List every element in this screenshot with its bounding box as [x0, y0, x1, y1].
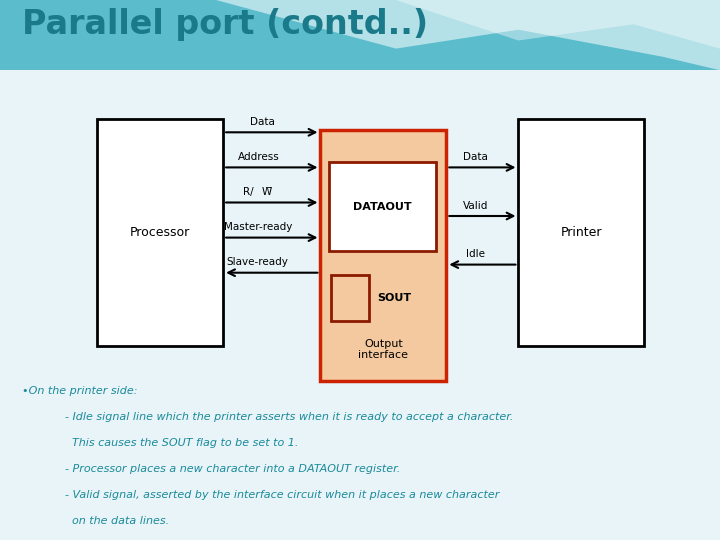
Text: Valid: Valid: [462, 200, 488, 211]
Polygon shape: [396, 0, 720, 49]
Text: Parallel port (contd..): Parallel port (contd..): [22, 8, 428, 41]
Text: SOUT: SOUT: [377, 293, 411, 303]
Text: Slave-ready: Slave-ready: [227, 257, 289, 267]
Text: R/: R/: [243, 187, 253, 197]
Text: - Processor places a new character into a DATAOUT register.: - Processor places a new character into …: [65, 464, 400, 474]
Text: - Valid signal, asserted by the interface circuit when it places a new character: - Valid signal, asserted by the interfac…: [65, 490, 499, 500]
Text: Output
interface: Output interface: [359, 339, 408, 360]
Text: Address: Address: [238, 152, 280, 162]
Text: W̅: W̅: [261, 187, 271, 197]
Bar: [518, 119, 644, 346]
Bar: [0, 0, 720, 70]
Text: Idle: Idle: [466, 249, 485, 259]
Text: Processor: Processor: [130, 226, 190, 239]
Text: •On the printer side:: •On the printer side:: [22, 386, 137, 396]
Bar: [97, 119, 223, 346]
Text: on the data lines.: on the data lines.: [65, 516, 169, 526]
Bar: [329, 162, 436, 251]
Text: Printer: Printer: [561, 226, 602, 239]
Polygon shape: [216, 0, 720, 70]
Text: Data: Data: [251, 117, 275, 127]
Text: DATAOUT: DATAOUT: [353, 201, 412, 212]
Bar: [320, 130, 446, 381]
Text: - Idle signal line which the printer asserts when it is ready to accept a charac: - Idle signal line which the printer ass…: [65, 412, 513, 422]
Text: This causes the SOUT flag to be set to 1.: This causes the SOUT flag to be set to 1…: [65, 438, 298, 448]
Text: Master-ready: Master-ready: [224, 222, 292, 232]
Text: Data: Data: [463, 152, 487, 162]
Bar: [331, 275, 369, 321]
